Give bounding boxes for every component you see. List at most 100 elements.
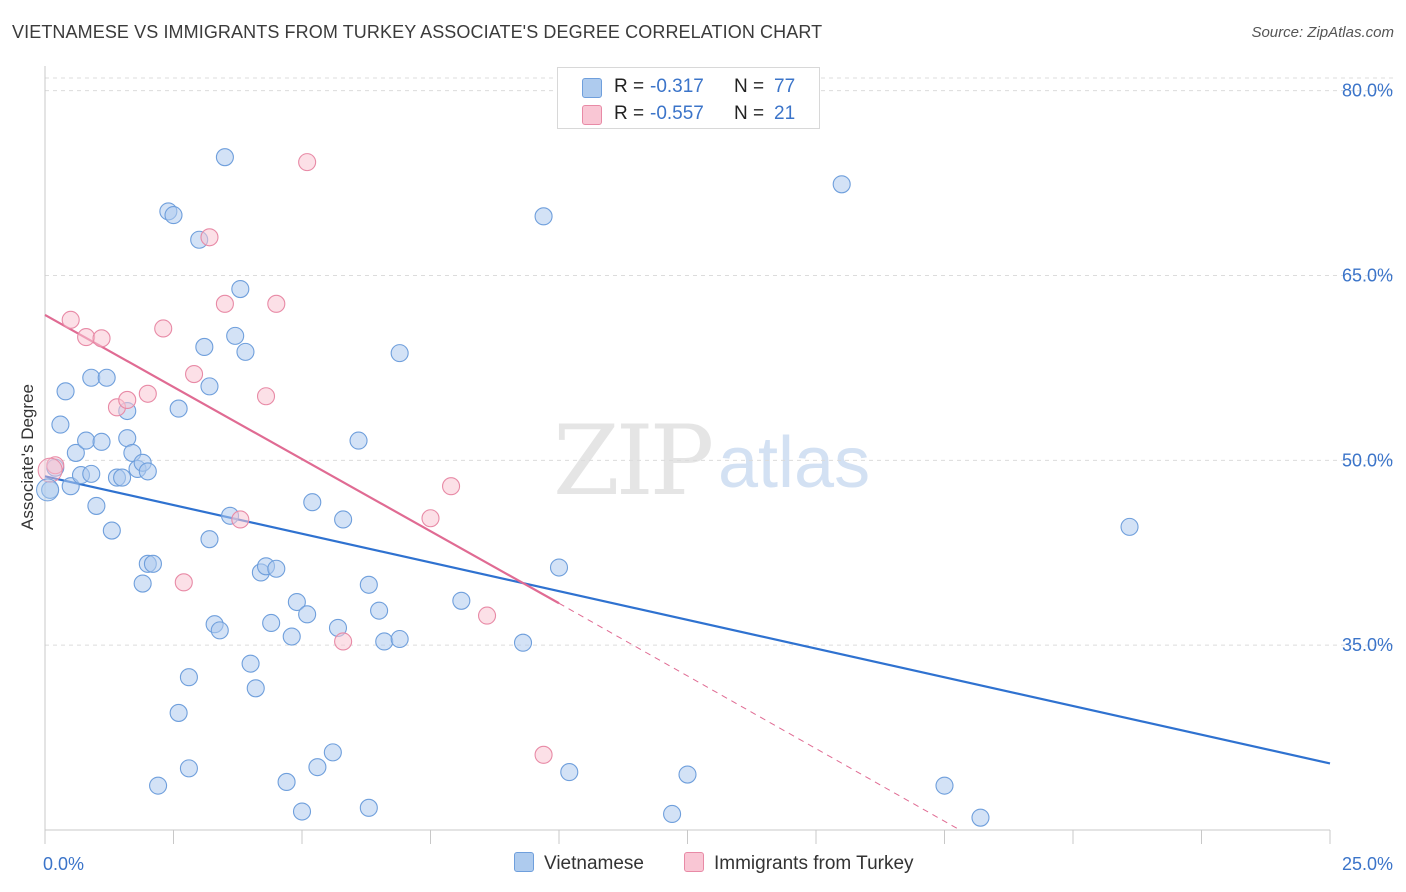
legend-n-label: N = [734,103,765,124]
chart-title: VIETNAMESE VS IMMIGRANTS FROM TURKEY ASS… [12,22,823,42]
vietnamese-point [169,399,188,418]
vietnamese-point [282,627,301,646]
turkey-point [138,384,157,403]
vietnamese-point [138,462,157,481]
legend-r-value: -0.317 [650,76,704,97]
vietnamese-point [303,493,322,512]
y-tick-label: 50.0% [1342,450,1393,470]
vietnamese-point [287,592,306,612]
series-legend: Vietnamese Immigrants from Turkey [0,852,1406,878]
vietnamese-point [513,633,533,652]
vietnamese-point [61,477,80,496]
data-points [36,148,1139,827]
vietnamese-point [267,559,286,578]
legend-swatch-blue [514,852,534,872]
turkey-point [92,329,111,348]
source-credit: Source: ZipAtlas.com [1251,24,1394,41]
vietnamese-point [534,207,553,226]
vietnamese-point [298,605,317,624]
turkey-point [477,606,497,625]
vietnamese-point [334,510,353,529]
turkey-point [215,294,234,313]
turkey-point [334,632,353,651]
vietnamese-point [195,337,214,357]
turkey-point [154,319,173,338]
vietnamese-point [82,368,101,387]
legend-n-value: 21 [774,103,796,124]
vietnamese-point [241,654,260,673]
vietnamese-point [375,632,394,651]
vietnamese-point [66,443,85,462]
vietnamese-point [92,432,111,451]
x-tick-label-min: 0.0% [43,854,84,874]
vietnamese-point [200,530,219,549]
turkey-trend-extension [558,602,961,831]
vietnamese-point [678,765,697,784]
turkey-point [185,365,204,384]
vietnamese-point [971,808,990,827]
y-tick-label: 80.0% [1342,81,1393,101]
vietnamese-point [226,326,245,345]
vietnamese-point [82,464,101,483]
vietnamese-point [200,377,219,396]
legend-n-value: 77 [774,76,796,97]
turkey-point [256,387,276,406]
vietnamese-point [231,279,250,299]
axes [44,66,1331,844]
turkey-trend-line [44,313,560,605]
watermark-atlas: atlas [718,423,871,503]
turkey-point [298,153,317,172]
watermark-zip: ZIP [553,405,714,517]
legend-label-vietnamese: Vietnamese [544,853,644,874]
legend-swatch-pink [582,105,602,125]
vietnamese-point [236,342,255,361]
vietnamese-point [292,802,312,821]
vietnamese-point [560,763,579,782]
vietnamese-point [215,148,234,167]
turkey-point [77,328,96,347]
vietnamese-point [133,574,152,593]
legend-item-vietnamese: Vietnamese [514,852,644,875]
legend-swatch-blue [582,78,602,98]
legend-r-label: R = [614,76,645,97]
y-tick-label: 65.0% [1342,265,1393,285]
vietnamese-point [77,431,96,450]
legend-n-label: N = [734,76,765,97]
vietnamese-point [549,558,569,577]
legend-swatch-pink [684,852,704,872]
vietnamese-point [390,629,409,649]
legend-r-label: R = [614,103,645,124]
vietnamese-point [277,772,296,791]
vietnamese-point [56,382,75,401]
vietnamese-point [359,798,378,817]
vietnamese-point [179,668,198,687]
turkey-point-large [37,457,63,483]
turkey-point [200,228,219,247]
y-tick-label: 35.0% [1342,635,1393,655]
vietnamese-point [349,431,368,450]
vietnamese-point [452,591,471,610]
tick-labels: 35.0% 50.0% 65.0% 80.0% 0.0% 25.0% [43,81,1393,874]
vietnamese-point [246,679,265,698]
legend-r-value: -0.557 [650,103,704,124]
vietnamese-point [308,758,327,777]
vietnamese-point [149,776,168,795]
vietnamese-point [97,368,116,387]
vietnamese-point [390,344,409,363]
turkey-point [421,509,440,528]
vietnamese-point [832,175,851,194]
turkey-point [534,745,553,764]
x-tick-label-max: 25.0% [1342,854,1393,874]
vietnamese-point [87,496,106,515]
stats-legend: R = -0.317 N = 77 R = -0.557 N = 21 [557,67,820,129]
turkey-point [267,294,286,313]
turkey-point [118,390,137,409]
vietnamese-trend-line [44,475,1331,765]
vietnamese-point [169,703,188,722]
vietnamese-point [1120,517,1139,536]
vietnamese-point [164,206,183,225]
turkey-point [231,510,250,529]
legend-label-turkey: Immigrants from Turkey [714,853,914,874]
turkey-point [442,477,461,496]
